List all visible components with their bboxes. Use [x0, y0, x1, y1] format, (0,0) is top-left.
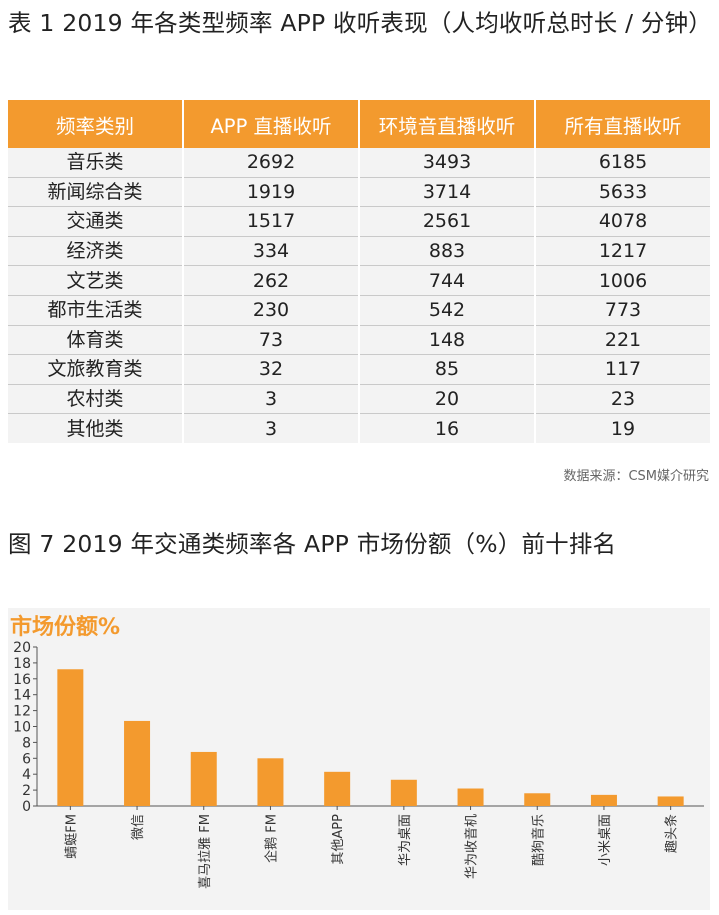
y-tick-label: 20	[13, 640, 31, 656]
y-tick-label: 6	[22, 751, 31, 767]
column-header: 环境音直播收听	[359, 100, 536, 148]
table-title: 表 1 2019 年各类型频率 APP 收听表现（人均收听总时长 / 分钟）	[8, 9, 712, 37]
category-cell: 文旅教育类	[8, 354, 184, 385]
value-cell: 334	[183, 236, 360, 267]
listening-table: 频率类别 APP 直播收听 环境音直播收听 所有直播收听 音乐类 2692 3493…	[8, 100, 710, 443]
bar	[324, 771, 351, 806]
value-cell: 221	[535, 325, 710, 356]
value-cell: 6185	[535, 148, 710, 178]
y-tick-label: 12	[13, 704, 31, 720]
y-tick-label: 8	[22, 735, 31, 751]
value-cell: 23	[535, 384, 710, 415]
value-cell: 73	[183, 325, 360, 356]
value-cell: 19	[535, 413, 710, 443]
value-cell: 16	[359, 413, 536, 443]
table-row: 文艺类 262 744 1006	[8, 265, 710, 296]
value-cell: 1006	[535, 265, 710, 296]
x-tick-label: 其他APP	[331, 814, 346, 865]
value-cell: 5633	[535, 177, 710, 208]
table-row: 交通类 1517 2561 4078	[8, 206, 710, 237]
category-cell: 都市生活类	[8, 295, 184, 326]
y-tick-label: 2	[22, 783, 31, 799]
bar	[190, 751, 217, 806]
x-tick-label: 喜马拉雅 FM	[198, 814, 213, 889]
category-cell: 农村类	[8, 384, 184, 415]
table-row: 经济类 334 883 1217	[8, 236, 710, 267]
category-cell: 文艺类	[8, 265, 184, 296]
value-cell: 1919	[183, 177, 360, 208]
data-source-note: 数据来源：CSM媒介研究	[563, 469, 709, 484]
x-tick-label: 微信	[131, 814, 146, 840]
x-tick-label: 蜻蜓FM	[64, 814, 79, 859]
table-header-row: 频率类别 APP 直播收听 环境音直播收听 所有直播收听	[8, 100, 710, 148]
value-cell: 883	[359, 236, 536, 267]
value-cell: 744	[359, 265, 536, 296]
table-row: 新闻综合类 1919 3714 5633	[8, 177, 710, 208]
y-tick-label: 0	[22, 799, 31, 815]
table-row: 体育类 73 148 221	[8, 325, 710, 356]
value-cell: 3	[183, 413, 360, 443]
value-cell: 117	[535, 354, 710, 385]
x-tick-label: 华为桌面	[398, 814, 413, 866]
value-cell: 20	[359, 384, 536, 415]
column-header: 所有直播收听	[535, 100, 710, 148]
y-tick-label: 16	[13, 672, 31, 688]
value-cell: 4078	[535, 206, 710, 237]
y-tick-label: 14	[13, 688, 31, 704]
value-cell: 32	[183, 354, 360, 385]
chart-title: 市场份额%	[10, 614, 120, 640]
x-tick-label: 趣头条	[664, 814, 680, 853]
y-tick-label: 4	[22, 767, 31, 783]
y-tick-label: 18	[13, 656, 31, 672]
bar	[657, 796, 684, 806]
x-tick-label: 企鹅 FM	[263, 814, 279, 863]
column-header: 频率类别	[8, 100, 184, 148]
figure-title: 图 7 2019 年交通类频率各 APP 市场份额（%）前十排名	[8, 530, 617, 558]
category-cell: 交通类	[8, 206, 184, 237]
table-row: 农村类 3 20 23	[8, 384, 710, 415]
x-tick-label: 华为收音机	[464, 814, 480, 879]
column-header: APP 直播收听	[183, 100, 360, 148]
value-cell: 148	[359, 325, 536, 356]
bar	[257, 758, 284, 806]
category-cell: 其他类	[8, 413, 184, 443]
bar	[457, 788, 484, 806]
value-cell: 542	[359, 295, 536, 326]
bar	[590, 794, 617, 806]
x-tick-label: 小米桌面	[598, 814, 613, 866]
value-cell: 2692	[183, 148, 360, 178]
table-row: 其他类 3 16 19	[8, 413, 710, 443]
table-row: 都市生活类 230 542 773	[8, 295, 710, 326]
value-cell: 3	[183, 384, 360, 415]
y-tick-label: 10	[13, 720, 31, 736]
value-cell: 773	[535, 295, 710, 326]
value-cell: 3714	[359, 177, 536, 208]
value-cell: 1517	[183, 206, 360, 237]
bar	[124, 720, 151, 806]
bar	[524, 793, 551, 806]
bar	[390, 779, 417, 806]
value-cell: 85	[359, 354, 536, 385]
table-row: 音乐类 2692 3493 6185	[8, 148, 710, 178]
value-cell: 1217	[535, 236, 710, 267]
value-cell: 230	[183, 295, 360, 326]
x-tick-label: 酷狗音乐	[530, 814, 546, 866]
category-cell: 经济类	[8, 236, 184, 267]
category-cell: 体育类	[8, 325, 184, 356]
value-cell: 2561	[359, 206, 536, 237]
value-cell: 3493	[359, 148, 536, 178]
value-cell: 262	[183, 265, 360, 296]
category-cell: 新闻综合类	[8, 177, 184, 208]
table-row: 文旅教育类 32 85 117	[8, 354, 710, 385]
bar	[57, 669, 84, 806]
category-cell: 音乐类	[8, 148, 184, 178]
